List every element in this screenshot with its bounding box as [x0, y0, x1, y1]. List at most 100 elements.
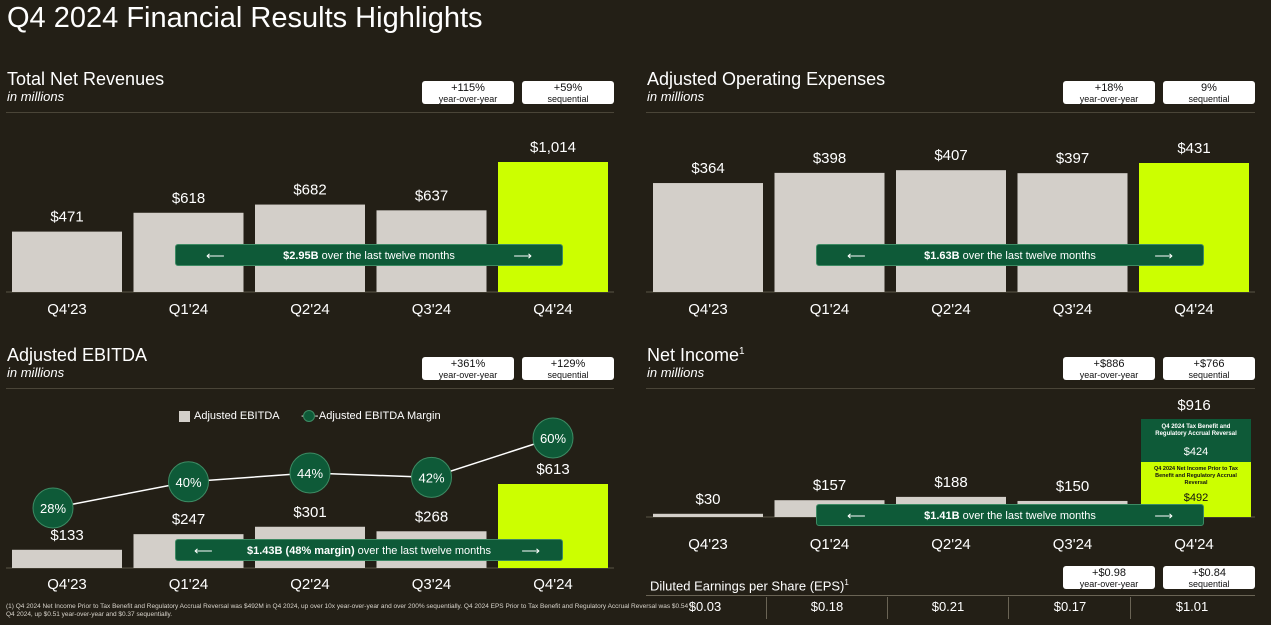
- revenue-value-label: $618: [172, 190, 205, 207]
- opex-category-label: Q4'23: [688, 301, 728, 318]
- ebitda-header-rule: [6, 388, 614, 389]
- eps-value-q2-24: $0.21: [931, 599, 965, 614]
- opex-yoy-label: year-over-year: [1079, 94, 1139, 104]
- q4-prior-income-label: Q4 2024 Net Income Prior to Tax Benefit …: [1154, 466, 1238, 486]
- opex-ttm-banner: ⟵ $1.63B over the last twelve months ⟶: [816, 244, 1204, 266]
- ebitda-category-label: Q4'24: [533, 576, 573, 593]
- q4-prior-income-value: $492: [1183, 492, 1209, 504]
- eps-rule: [646, 595, 1255, 596]
- ebitda-seq-value: +129%: [550, 358, 586, 370]
- right-arrow-icon: ⟶: [1154, 508, 1173, 523]
- net-income-title: Net Income1: [647, 345, 745, 366]
- ebitda-value-label: $268: [415, 508, 448, 525]
- legend-line-swatch: [302, 410, 315, 423]
- ebitda-legend: Adjusted EBITDA -- Adjusted EBITDA Margi…: [179, 410, 441, 423]
- eps-separator: [1008, 597, 1009, 619]
- ebitda-margin-point: [289, 452, 331, 494]
- net-income-seq-label: sequential: [1188, 370, 1230, 380]
- opex-value-label: $398: [813, 150, 846, 167]
- ebitda-margin-label: 60%: [540, 431, 566, 446]
- opex-category-label: Q1'24: [810, 301, 850, 318]
- left-arrow-icon: ⟵: [847, 508, 866, 523]
- revenue-bar: [498, 162, 608, 292]
- left-arrow-icon: ⟵: [206, 248, 225, 263]
- right-arrow-icon: ⟶: [1154, 248, 1173, 263]
- ebitda-yoy-label: year-over-year: [438, 370, 498, 380]
- revenue-ttm-value: $2.95B: [283, 250, 319, 262]
- revenue-value-label: $637: [415, 187, 448, 204]
- opex-yoy-value: +18%: [1094, 82, 1124, 94]
- net-income-yoy-label: year-over-year: [1079, 370, 1139, 380]
- revenue-title: Total Net Revenues: [7, 69, 165, 89]
- revenue-subtitle: in millions: [7, 89, 65, 104]
- ebitda-ttm-value: $1.43B (48% margin): [247, 545, 355, 557]
- eps-separator: [766, 597, 767, 619]
- revenue-ttm-text: over the last twelve months: [318, 250, 455, 262]
- opex-ttm-text: over the last twelve months: [959, 250, 1096, 262]
- ebitda-value-label: $247: [172, 511, 205, 528]
- legend-line-label: Adjusted EBITDA Margin: [318, 410, 441, 422]
- net-income-ttm-banner: ⟵ $1.41B over the last twelve months ⟶: [816, 504, 1204, 526]
- opex-value-label: $397: [1056, 150, 1089, 167]
- opex-category-label: Q2'24: [931, 301, 971, 318]
- revenue-category-label: Q2'24: [290, 301, 330, 318]
- footnote: (1) Q4 2024 Net Income Prior to Tax Bene…: [6, 603, 696, 618]
- eps-seq-value: +$0.84: [1192, 567, 1226, 579]
- opex-bar: [1017, 173, 1128, 292]
- left-arrow-icon: ⟵: [847, 248, 866, 263]
- net_income-category-label: Q3'24: [1053, 536, 1093, 553]
- opex-seq-value: 9%: [1201, 82, 1217, 94]
- net_income-value-label: $157: [813, 477, 846, 494]
- net_income-value-label: $150: [1056, 478, 1089, 495]
- eps-separator: [887, 597, 888, 619]
- ebitda-yoy-value: +361%: [450, 358, 486, 370]
- right-arrow-icon: ⟶: [521, 543, 540, 558]
- revenue-category-label: Q1'24: [169, 301, 209, 318]
- net-income-ttm-text: over the last twelve months: [959, 510, 1096, 522]
- net_income-value-label: $916: [1177, 397, 1210, 414]
- ebitda-margin-label: 28%: [40, 501, 66, 516]
- revenue-seq-label: sequential: [547, 94, 589, 104]
- ebitda-margin-point: [411, 456, 452, 498]
- opex-bar: [653, 183, 763, 292]
- revenue-category-label: Q4'23: [47, 301, 87, 318]
- opex-ttm-value: $1.63B: [924, 250, 960, 262]
- revenue-yoy-label: year-over-year: [438, 94, 498, 104]
- net_income-value-label: $188: [934, 474, 967, 491]
- legend-bar-label: Adjusted EBITDA: [194, 410, 279, 422]
- net_income-category-label: Q4'23: [688, 536, 728, 553]
- revenue-bar: [12, 231, 122, 292]
- ebitda-seq-label: sequential: [547, 370, 589, 380]
- ebitda-seq-badge: +129% sequential: [522, 357, 614, 380]
- eps-value-q1-24: $0.18: [810, 599, 844, 614]
- opex-category-label: Q3'24: [1053, 301, 1093, 318]
- opex-value-label: $364: [691, 160, 724, 177]
- ebitda-value-label: $613: [536, 461, 569, 478]
- revenue-seq-value: +59%: [553, 82, 583, 94]
- net-income-ttm-value: $1.41B: [924, 510, 960, 522]
- net-income-header-rule: [646, 388, 1255, 389]
- revenue-value-label: $1,014: [530, 139, 576, 156]
- opex-seq-badge: 9% sequential: [1163, 81, 1255, 104]
- opex-yoy-badge: +18% year-over-year: [1063, 81, 1155, 104]
- revenue-seq-badge: +59% sequential: [522, 81, 614, 104]
- eps-separator: [1130, 597, 1131, 619]
- ebitda-ttm-text: over the last twelve months: [354, 545, 491, 557]
- net_income-category-label: Q2'24: [931, 536, 971, 553]
- revenue-yoy-value: +115%: [451, 82, 485, 94]
- ebitda-margin-label: 44%: [297, 466, 323, 481]
- ebitda-value-label: $133: [50, 527, 83, 544]
- revenue-category-label: Q3'24: [412, 301, 452, 318]
- revenue-value-label: $471: [50, 209, 83, 226]
- ebitda-margin-label: 40%: [175, 475, 201, 490]
- right-arrow-icon: ⟶: [513, 248, 532, 263]
- revenue-yoy-badge: +115% year-over-year: [422, 81, 514, 104]
- eps-value-q3-24: $0.17: [1053, 599, 1087, 614]
- net_income-value-label: $30: [695, 491, 720, 508]
- eps-yoy-value: +$0.98: [1092, 567, 1126, 579]
- eps-value-q4-24: $1.01: [1175, 599, 1209, 614]
- ebitda-margin-point: [168, 461, 209, 503]
- ebitda-category-label: Q1'24: [169, 576, 209, 593]
- ebitda-title: Adjusted EBITDA: [7, 345, 148, 365]
- net-income-seq-badge: +$766 sequential: [1163, 357, 1255, 380]
